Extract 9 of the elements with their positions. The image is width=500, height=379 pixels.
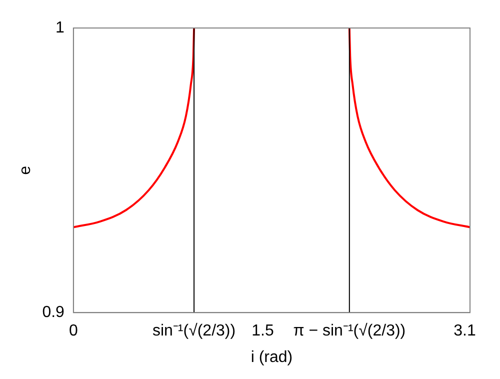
x-tick-label: π − sin⁻¹(√(2/3)) [293,322,406,340]
x-tick-label: 1.5 [252,322,274,340]
y-tick-label: 0.9 [42,304,65,322]
y-tick-label: 1 [56,19,65,36]
x-axis-title: i (rad) [250,348,293,366]
x-tick-label: sin⁻¹(√(2/3)) [152,322,236,340]
x-tick-label: 3.1 [454,322,476,340]
x-tick-label: 0 [68,322,78,340]
y-axis-title: e [17,166,34,175]
